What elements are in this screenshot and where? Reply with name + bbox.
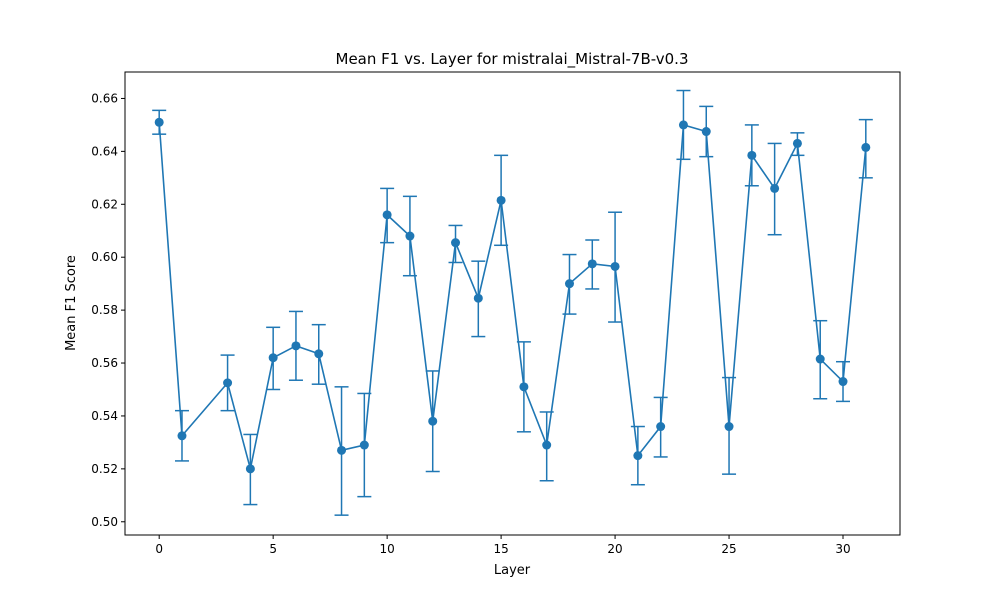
data-point [747,150,757,160]
data-point [815,354,825,364]
x-tick-label: 10 [379,542,394,556]
data-point [656,422,666,432]
data-point [245,464,255,474]
data-point [792,138,802,148]
data-point [291,341,301,351]
data-point [428,416,438,426]
y-tick-label: 0.62 [91,197,118,211]
data-point [359,440,369,450]
data-point [838,377,848,387]
data-point [154,117,164,127]
x-axis-label: Layer [494,563,531,578]
data-point [382,210,392,220]
y-axis-label: Mean F1 Score [64,255,79,351]
y-tick-label: 0.56 [91,356,118,370]
x-tick-label: 25 [721,542,736,556]
data-point [405,231,415,241]
plot-frame [124,71,901,536]
data-point [473,293,483,303]
x-tick-label: 0 [155,542,163,556]
data-point [337,445,347,455]
data-point [314,349,324,359]
data-point [770,183,780,193]
y-tick-label: 0.64 [91,144,118,158]
data-point [724,422,734,432]
data-point [861,142,871,152]
x-tick-label: 5 [269,542,277,556]
data-point [542,440,552,450]
data-point [633,451,643,461]
y-tick-label: 0.54 [91,409,118,423]
x-axis: 0 5 10 15 20 25 30 [155,535,851,556]
data-point [678,120,688,130]
data-point [564,279,574,289]
data-point [177,431,187,441]
data-point [587,259,597,269]
data-point [610,261,620,271]
data-point [268,353,278,363]
x-tick-label: 20 [607,542,622,556]
data-point [519,382,529,392]
y-tick-label: 0.58 [91,303,118,317]
data-point [496,195,506,205]
data-point [701,127,711,137]
y-tick-label: 0.66 [91,91,118,105]
data-point [223,378,233,388]
chart-title: Mean F1 vs. Layer for mistralai_Mistral-… [336,50,689,69]
y-tick-label: 0.60 [91,250,118,264]
y-axis: 0.50 0.52 0.54 0.56 0.58 0.60 0.62 0.64 0.66 [91,91,125,529]
y-tick-label: 0.52 [91,462,118,476]
y-tick-label: 0.50 [91,515,118,529]
x-tick-label: 30 [835,542,850,556]
plot-area [152,89,873,516]
data-point [451,238,461,248]
x-tick-label: 15 [493,542,508,556]
